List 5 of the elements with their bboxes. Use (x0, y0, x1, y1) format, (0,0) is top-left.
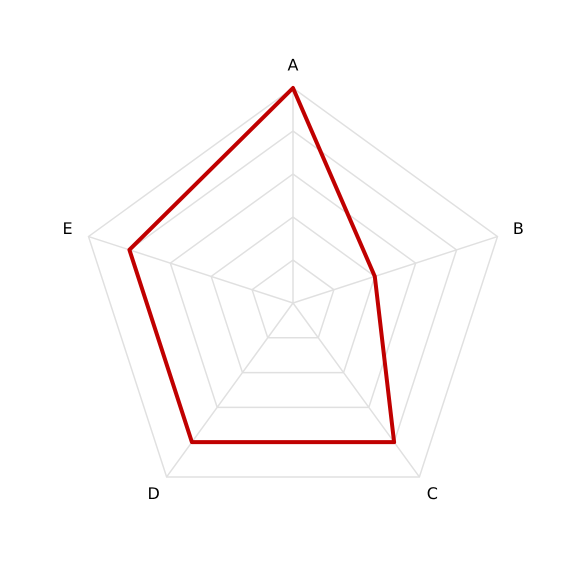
spoke-label: A (288, 55, 299, 74)
spoke-label: D (148, 484, 160, 504)
spoke-label: C (426, 484, 438, 504)
spoke-label: B (512, 219, 524, 238)
spoke-label: E (62, 219, 73, 238)
